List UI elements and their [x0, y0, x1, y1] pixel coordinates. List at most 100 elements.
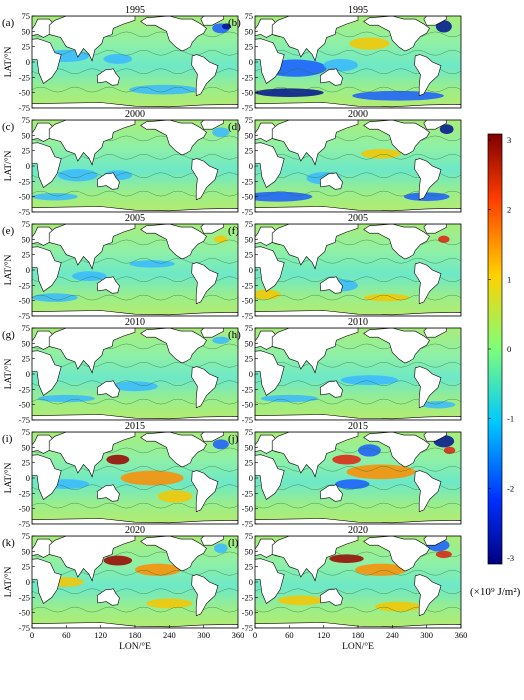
land-mass — [255, 558, 285, 604]
land-mass — [271, 432, 359, 478]
land-mass — [96, 172, 120, 190]
lat-tick-label: 75 — [22, 531, 31, 541]
lat-tick-label: -75 — [19, 311, 30, 321]
land-mass — [423, 16, 448, 26]
anomaly-region — [332, 454, 361, 465]
anomaly-region — [103, 54, 133, 64]
panel-year: 2010 — [348, 317, 368, 328]
lat-tick-label: -50 — [19, 296, 30, 306]
anomaly-region — [363, 293, 410, 302]
anomaly-region — [37, 394, 95, 403]
land-mass — [48, 328, 136, 374]
lat-tick-label: -50 — [242, 296, 253, 306]
colorbar-tick-label: 1 — [507, 274, 511, 284]
lon-tick-label: 180 — [129, 630, 142, 640]
anomaly-region — [323, 58, 359, 72]
anomaly-region — [213, 235, 228, 244]
contour-line — [32, 294, 238, 301]
land-mass — [414, 470, 442, 513]
lat-tick-label: 0 — [249, 577, 253, 587]
lat-tick-label: -75 — [242, 415, 253, 425]
land-mass — [48, 432, 136, 478]
land-mass — [423, 432, 448, 442]
land-mass — [32, 454, 62, 500]
land-mass — [32, 206, 238, 212]
land-mass — [32, 558, 62, 604]
land-mass — [32, 246, 62, 292]
lon-tick-label: 0 — [253, 630, 257, 640]
lat-tick-label: -25 — [242, 72, 253, 82]
land-mass — [48, 120, 136, 166]
lat-tick-label: 0 — [26, 161, 30, 171]
lat-tick-label: 75 — [22, 11, 31, 21]
anomaly-region — [329, 554, 364, 563]
lat-tick-label: 0 — [26, 369, 30, 379]
panel-year: 2000 — [348, 109, 368, 120]
lat-tick-label: 50 — [245, 26, 254, 36]
map-panel: 2015 (i) 75 50 25 0 -25 -50 -75 LAT/°N — [2, 421, 239, 529]
land-mass — [255, 310, 461, 316]
land-mass — [414, 54, 442, 97]
contour-line — [32, 606, 238, 613]
land-mass — [255, 350, 285, 396]
contour-line — [255, 398, 461, 405]
land-mass — [255, 102, 461, 108]
map-panel: 2000 (d) 75 50 25 0 -25 -50 -75 — [228, 109, 462, 217]
lat-tick-label: 0 — [249, 57, 253, 67]
lat-tick-label: -25 — [242, 592, 253, 602]
panel-label: (k) — [2, 537, 15, 549]
anomaly-region — [32, 192, 78, 201]
anomaly-region — [340, 375, 399, 386]
lat-tick-label: 25 — [22, 458, 31, 468]
lat-tick-label: -25 — [242, 488, 253, 498]
land-mass — [414, 366, 442, 409]
map-panel: 2020 (k) 75 50 25 0 -25 -50 -75 LAT/°N 0 60 120 180 24… — [2, 525, 244, 652]
lat-tick-label: 75 — [245, 115, 254, 125]
lat-tick-label: 25 — [245, 42, 254, 52]
lat-tick-label: -75 — [242, 103, 253, 113]
land-mass — [363, 16, 430, 52]
land-mass — [140, 16, 207, 52]
anomaly-region — [106, 454, 130, 465]
lon-tick-label: 120 — [317, 630, 330, 640]
anomaly-region — [157, 490, 193, 503]
contour-line — [32, 154, 238, 160]
anomaly-region — [146, 598, 193, 609]
colorbar-tick-label: 2 — [507, 205, 511, 215]
land-mass — [271, 16, 359, 62]
lat-tick-label: 50 — [22, 26, 31, 36]
lat-tick-label: 25 — [245, 458, 254, 468]
panel-label: (a) — [2, 17, 15, 29]
land-mass — [96, 68, 120, 86]
map-panel: 2005 (e) 75 50 25 0 -25 -50 -75 LAT/°N — [2, 213, 239, 321]
lat-tick-label: 50 — [245, 234, 254, 244]
lat-tick-label: 25 — [22, 42, 31, 52]
land-mass — [191, 470, 219, 513]
lat-tick-label: 25 — [245, 562, 254, 572]
anomaly-region — [255, 289, 281, 300]
anomaly-region — [212, 336, 230, 344]
lat-tick-label: -50 — [242, 400, 253, 410]
anomaly-region — [349, 37, 390, 50]
panel-year: 2005 — [125, 213, 145, 224]
contour-line — [255, 606, 461, 613]
lat-tick-label: -25 — [19, 592, 30, 602]
land-mass — [96, 484, 120, 502]
lat-tick-label: -50 — [19, 400, 30, 410]
lon-tick-label: 60 — [285, 630, 294, 640]
lat-tick-label: 0 — [249, 369, 253, 379]
land-mass — [140, 120, 207, 156]
panel-year: 2010 — [125, 317, 145, 328]
lat-tick-label: 25 — [245, 146, 254, 156]
panel-label: (b) — [228, 17, 241, 29]
lat-tick-label: 0 — [249, 473, 253, 483]
panel-year: 1995 — [348, 5, 368, 16]
lat-tick-label: 75 — [22, 219, 31, 229]
panel-year: 1995 — [125, 5, 145, 16]
lat-tick-label: 50 — [245, 130, 254, 140]
panel-year: 2015 — [348, 421, 368, 432]
contour-line — [255, 502, 461, 509]
contour-line — [255, 466, 461, 472]
land-mass — [319, 484, 343, 502]
